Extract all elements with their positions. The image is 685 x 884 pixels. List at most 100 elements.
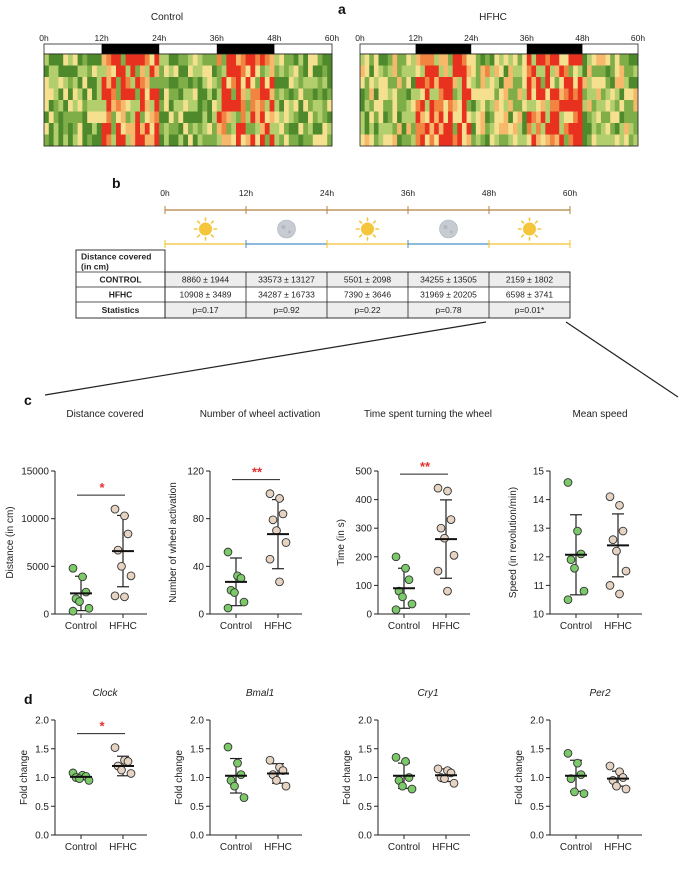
actogram-cell [587, 65, 593, 78]
actogram-cell [429, 88, 435, 101]
actogram-cell [475, 77, 481, 89]
actogram-cell [63, 134, 69, 147]
actogram-cell [216, 100, 222, 112]
sun-ray [372, 220, 377, 224]
panel-letter-c: c [24, 392, 32, 408]
actogram-cell [410, 65, 416, 78]
actogram-cell [549, 100, 555, 112]
actogram-cell [140, 88, 146, 101]
actogram-cell [192, 134, 198, 147]
actogram-cell [568, 65, 574, 78]
actogram-cell [503, 77, 509, 89]
actogram-cell [111, 123, 117, 135]
data-point-control [563, 595, 573, 605]
actogram-cell [392, 100, 398, 112]
actogram-cell [293, 100, 299, 112]
actogram-cell [63, 54, 69, 66]
actogram-cell [387, 123, 393, 135]
data-point-control [563, 478, 573, 487]
actogram-cell [610, 111, 616, 124]
actogram-cell [438, 88, 444, 101]
actogram-cell [303, 88, 309, 101]
actogram-cell [540, 77, 546, 89]
actogram-cell [317, 65, 323, 78]
actogram-cell [269, 65, 275, 78]
actogram-tick-0-4: 48h [267, 33, 281, 43]
table-row-label: CONTROL [99, 275, 141, 285]
data-point-hfhc [110, 591, 120, 601]
actogram-cell [619, 54, 625, 66]
actogram-cell [106, 123, 112, 135]
actogram-cell [240, 111, 246, 124]
actogram-cell [87, 65, 93, 78]
data-point-control [68, 563, 78, 573]
actogram-cell [322, 65, 328, 78]
y-axis-label: Fold change [514, 750, 525, 805]
actogram-cell [392, 54, 398, 66]
actogram-cell [554, 88, 560, 101]
actogram-cell [77, 88, 83, 101]
actogram-cell [420, 65, 426, 78]
actogram-cell [149, 54, 155, 66]
actogram-cell [130, 134, 136, 147]
data-point-hfhc [281, 781, 291, 791]
actogram-cell [536, 134, 542, 147]
x-tick-label-control: Control [65, 842, 97, 853]
actogram-cell [563, 134, 569, 147]
actogram-cell [424, 111, 430, 124]
actogram-cell [624, 134, 630, 147]
actogram-cell [540, 65, 546, 78]
actogram-cell [293, 134, 299, 147]
actogram-cell [364, 100, 370, 112]
actogram-cell [44, 88, 50, 101]
actogram-cell [536, 123, 542, 135]
data-point-hfhc [618, 773, 628, 782]
moon-crater [281, 225, 286, 229]
actogram-cell [216, 111, 222, 124]
actogram-cell [96, 88, 102, 101]
actogram-cell [308, 88, 314, 101]
moon-icon [277, 219, 296, 239]
actogram-cell [559, 88, 565, 101]
actogram-cell [549, 88, 555, 101]
actogram-cell [605, 65, 611, 78]
actogram-cell [288, 54, 294, 66]
actogram-cell [587, 88, 593, 101]
data-point-control [78, 572, 87, 582]
actogram-cell [563, 123, 569, 135]
time-tick-label-2: 24h [320, 188, 334, 198]
actogram-cell [327, 65, 333, 78]
moon-crater [450, 230, 453, 234]
actogram-cell [494, 88, 500, 101]
chart-c-1: Number of wheel activation 0 40 80 120 Number… [168, 409, 320, 632]
actogram-cell [373, 134, 379, 147]
actogram-cell [106, 88, 112, 101]
actogram-cell [72, 111, 78, 124]
actogram-cell [164, 77, 170, 89]
actogram-cell [116, 134, 122, 147]
actogram-cell [369, 111, 375, 124]
actogram-cell [240, 77, 246, 89]
actogram-cell [587, 123, 593, 135]
actogram-cell [489, 54, 495, 66]
actogram-cell [58, 100, 64, 112]
y-axis-label: Fold change [19, 750, 30, 805]
actogram-cell [221, 111, 227, 124]
actogram-cell [457, 88, 463, 101]
actogram-cell [245, 65, 251, 78]
x-tick-label-hfhc: HFHC [109, 621, 137, 632]
actogram-cell [485, 100, 491, 112]
actogram-cell [628, 77, 634, 89]
actogram-cell [475, 134, 481, 147]
actogram-cell [58, 77, 64, 89]
actogram-cell [77, 100, 83, 112]
actogram-cell [475, 65, 481, 78]
actogram-cell [420, 111, 426, 124]
actogram-cell [563, 65, 569, 78]
actogram-cell [303, 100, 309, 112]
actogram-cell [116, 100, 122, 112]
actogram-cell [183, 77, 189, 89]
y-tick-label: 0.5 [35, 802, 49, 813]
actogram-cell [448, 88, 454, 101]
table-cell: p=0.17 [192, 305, 219, 315]
